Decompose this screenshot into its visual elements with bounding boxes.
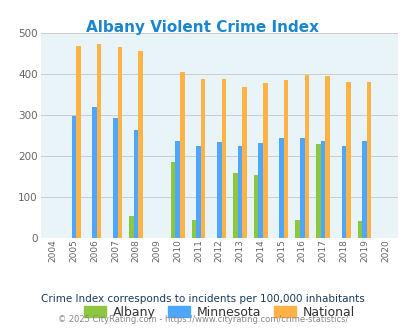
- Bar: [320, 141, 324, 238]
- Text: © 2025 CityRating.com - https://www.cityrating.com/crime-statistics/: © 2025 CityRating.com - https://www.city…: [58, 315, 347, 324]
- Bar: [242, 87, 246, 238]
- Bar: [138, 51, 143, 238]
- Bar: [345, 82, 350, 238]
- Bar: [97, 44, 101, 238]
- Bar: [134, 130, 138, 238]
- Bar: [200, 79, 205, 238]
- Bar: [113, 118, 117, 238]
- Bar: [196, 146, 200, 238]
- Bar: [366, 82, 371, 238]
- Bar: [258, 143, 262, 238]
- Text: Albany Violent Crime Index: Albany Violent Crime Index: [86, 20, 319, 35]
- Bar: [324, 76, 329, 238]
- Bar: [129, 216, 134, 238]
- Bar: [315, 144, 320, 238]
- Bar: [76, 46, 81, 238]
- Bar: [253, 175, 258, 238]
- Legend: Albany, Minnesota, National: Albany, Minnesota, National: [79, 301, 359, 324]
- Text: Crime Index corresponds to incidents per 100,000 inhabitants: Crime Index corresponds to incidents per…: [41, 294, 364, 304]
- Bar: [299, 138, 304, 238]
- Bar: [362, 141, 366, 238]
- Bar: [175, 141, 179, 238]
- Bar: [179, 72, 184, 238]
- Bar: [216, 142, 221, 238]
- Bar: [304, 75, 309, 238]
- Bar: [357, 221, 362, 238]
- Bar: [221, 79, 226, 238]
- Bar: [237, 146, 242, 238]
- Bar: [283, 81, 288, 238]
- Bar: [117, 47, 122, 238]
- Bar: [92, 108, 97, 238]
- Bar: [191, 220, 196, 238]
- Bar: [341, 146, 345, 238]
- Bar: [262, 83, 267, 238]
- Bar: [71, 115, 76, 238]
- Bar: [171, 162, 175, 238]
- Bar: [295, 220, 299, 238]
- Bar: [279, 138, 283, 238]
- Bar: [232, 173, 237, 238]
